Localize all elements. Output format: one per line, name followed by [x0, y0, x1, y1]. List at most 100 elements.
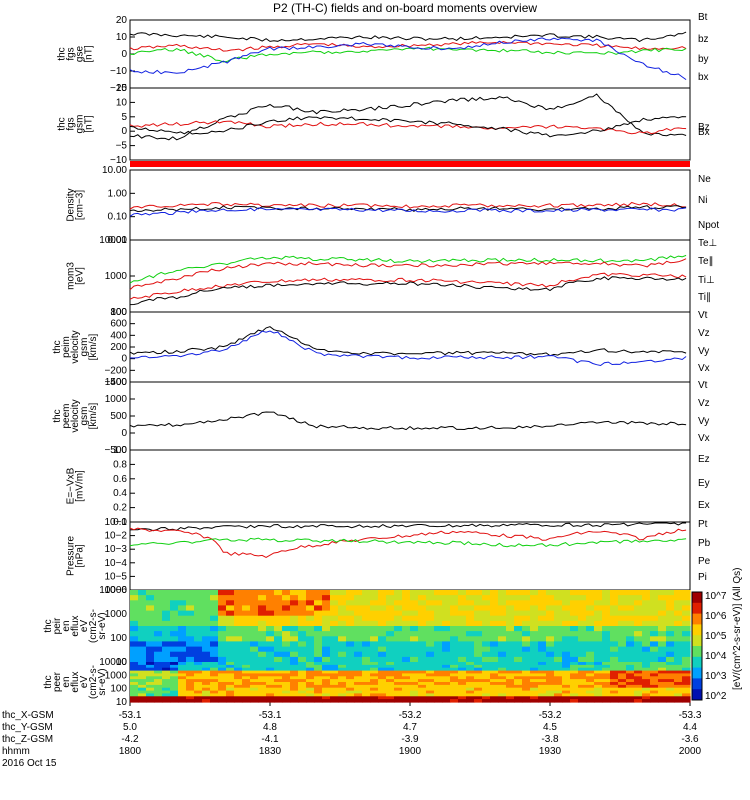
spec-cell	[586, 636, 595, 642]
spec-cell	[178, 600, 187, 606]
spec-cell	[546, 664, 555, 669]
spec-cell	[490, 676, 499, 680]
spec-cell	[282, 610, 291, 617]
spec-cell	[162, 641, 171, 648]
spec-cell	[626, 631, 635, 637]
spec-cell	[186, 679, 195, 683]
spec-cell	[682, 676, 691, 680]
ylabel-line-fgs-0: thc	[57, 47, 68, 60]
spec-cell	[674, 662, 683, 666]
spec-cell	[130, 693, 139, 697]
spec-cell	[450, 626, 459, 632]
spec-cell	[562, 590, 571, 596]
spec-cell	[266, 620, 275, 627]
spec-cell	[522, 687, 531, 692]
spec-cell	[450, 610, 459, 617]
spec-cell	[146, 646, 155, 653]
spec-cell	[338, 687, 347, 692]
colorbar-swatch-7	[692, 667, 702, 679]
colorbar-swatch-8	[692, 678, 702, 690]
spec-cell	[170, 696, 179, 700]
spec-cell	[226, 684, 235, 689]
spec-cell	[418, 693, 427, 697]
spec-cell	[378, 641, 387, 648]
ytick-label-ispec-1: 1000	[105, 609, 128, 620]
spec-cell	[266, 687, 275, 692]
spec-cell	[650, 605, 659, 612]
spec-cell	[162, 595, 171, 601]
spec-cell	[474, 684, 483, 689]
spec-cell	[562, 673, 571, 677]
spec-cell	[274, 600, 283, 606]
spec-cell	[386, 676, 395, 680]
spec-cell	[226, 641, 235, 648]
spec-cell	[330, 664, 339, 669]
spec-cell	[626, 670, 635, 675]
spec-cell	[626, 605, 635, 612]
spec-cell	[282, 595, 291, 601]
spec-cell	[242, 641, 251, 648]
spec-cell	[306, 690, 315, 695]
spec-cell	[394, 664, 403, 669]
spec-cell	[514, 670, 523, 675]
spec-cell	[530, 626, 539, 632]
spec-cell	[490, 631, 499, 637]
spec-cell	[610, 696, 619, 700]
spec-cell	[626, 636, 635, 642]
spec-cell	[570, 631, 579, 637]
spec-cell	[306, 667, 315, 672]
spec-cell	[290, 684, 299, 689]
spec-cell	[482, 699, 491, 703]
spec-cell	[618, 662, 627, 666]
spec-cell	[466, 590, 475, 596]
spec-cell	[490, 620, 499, 627]
spec-cell	[522, 651, 531, 658]
spec-cell	[506, 670, 515, 675]
spec-cell	[522, 664, 531, 669]
spec-cell	[146, 664, 155, 669]
spec-cell	[458, 693, 467, 697]
spec-cell	[226, 620, 235, 627]
spec-cell	[290, 646, 299, 653]
spec-cell	[650, 590, 659, 596]
spec-cell	[218, 690, 227, 695]
spec-cell	[442, 615, 451, 622]
spec-cell	[418, 651, 427, 658]
spec-cell	[290, 696, 299, 700]
spec-cell	[394, 626, 403, 632]
spec-cell	[330, 670, 339, 675]
spec-cell	[386, 636, 395, 642]
xval-3-4: 2000	[679, 746, 702, 757]
spec-cell	[602, 636, 611, 642]
spec-cell	[250, 656, 259, 663]
spec-cell	[506, 600, 515, 606]
spec-cell	[450, 690, 459, 695]
spec-cell	[202, 646, 211, 653]
spec-cell	[410, 687, 419, 692]
spec-cell	[650, 670, 659, 675]
spec-cell	[218, 670, 227, 675]
spec-cell	[242, 684, 251, 689]
spec-cell	[538, 646, 547, 653]
spec-cell	[154, 636, 163, 642]
spec-cell	[378, 656, 387, 663]
spec-cell	[546, 636, 555, 642]
spec-cell	[674, 641, 683, 648]
spec-cell	[202, 662, 211, 666]
spec-cell	[682, 651, 691, 658]
spec-cell	[602, 590, 611, 596]
legend-pressure-2: Pe	[698, 556, 711, 567]
series-fgs_gsm-Bx	[129, 93, 687, 141]
spec-cell	[138, 641, 147, 648]
spec-cell	[442, 679, 451, 683]
spec-cell	[370, 600, 379, 606]
spec-cell	[394, 696, 403, 700]
spec-cell	[258, 696, 267, 700]
spec-cell	[266, 667, 275, 672]
ytick-label-efield-2: 0.6	[113, 474, 127, 485]
spec-cell	[522, 673, 531, 677]
spec-cell	[178, 590, 187, 596]
spec-cell	[586, 651, 595, 658]
spec-cell	[322, 696, 331, 700]
spec-cell	[506, 679, 515, 683]
